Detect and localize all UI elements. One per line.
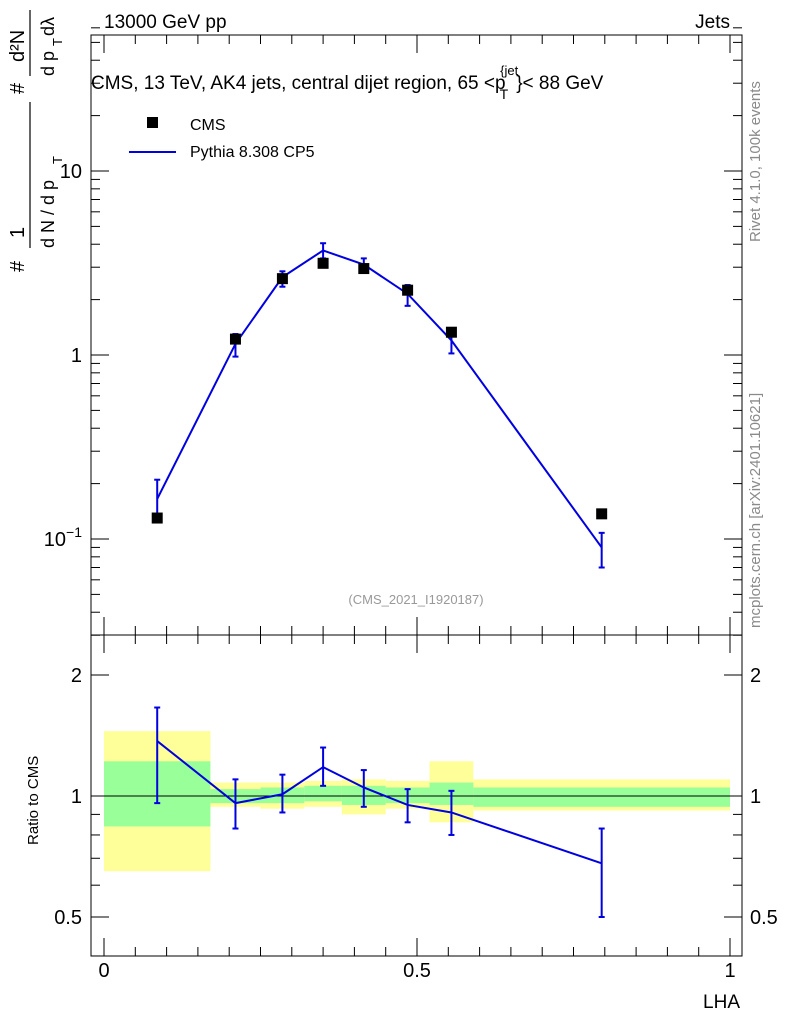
ratio-y-tick-label: 1 [71,786,82,808]
x-axis-label: LHA [703,992,740,1013]
ratio-band-inner [104,761,730,827]
cms-point [317,257,329,269]
main-y-tick-label: 1 [71,345,82,367]
cms-point [151,512,163,524]
ratio-y-ticks: 0.5 0.5 1 1 2 2 [54,665,778,957]
svg-text:1: 1 [7,227,29,238]
plot-title: CMS, 13 TeV, AK4 jets, central dijet reg… [91,63,604,102]
x-tick-label: 1 [724,960,735,982]
cms-point [402,284,414,296]
svg-text:d N / d p: d N / d p [38,180,58,248]
svg-text:d²N: d²N [7,30,29,62]
legend-cms-label: CMS [190,117,226,134]
pythia-series-main [154,242,605,569]
energy-label: 13000 GeV pp [104,12,227,33]
pythia-ratio-line [156,740,602,865]
ratio-y-label: Ratio to CMS [25,756,42,845]
svg-text:d p: d p [38,51,58,76]
svg-text:dλ: dλ [38,17,58,36]
cms-point [358,263,370,275]
main-y-label: # 1 d N / d p T # d²N d p T dλ [7,10,65,272]
cms-point [596,508,608,520]
main-frame [90,34,743,636]
svg-text:T: T [50,156,65,164]
ratio-y-tick-label-right: 1 [750,786,761,808]
svg-text:T: T [50,38,65,46]
main-y-tick-label: 10 [60,161,82,183]
x-tick-label: 0.5 [403,960,431,982]
main-y-ticks: 10−1 1 10 [44,27,742,636]
legend-pythia-label: Pythia 8.308 CP5 [190,144,315,161]
x-axis-ticks: 0 0.5 1 [98,35,736,982]
ratio-y-tick-label: 2 [71,665,82,687]
band-inner-bin-3 [304,785,342,802]
pythia-line [156,249,603,549]
process-label: Jets [695,12,730,33]
legend-cms-marker [147,117,158,128]
analysis-reference: (CMS_2021_I1920187) [348,592,483,607]
cms-series-main [151,257,608,524]
rivet-label: Rivet 4.1.0, 100k events [747,81,764,242]
cms-point [276,273,288,285]
pythia-series-ratio [154,706,605,919]
x-tick-label: 0 [98,960,109,982]
svg-text:#: # [7,82,29,94]
band-inner-bin-7 [473,787,730,807]
cms-point [229,333,241,345]
svg-text:#: # [7,260,29,272]
mcplots-label: mcplots.cern.ch [arXiv:2401.10621] [747,393,764,628]
ratio-y-tick-label: 0.5 [54,907,82,929]
ratio-y-tick-label-right: 2 [750,665,761,687]
cms-point [445,326,457,338]
ratio-y-tick-label-right: 0.5 [750,907,778,929]
main-y-tick-label: 10−1 [44,524,82,551]
